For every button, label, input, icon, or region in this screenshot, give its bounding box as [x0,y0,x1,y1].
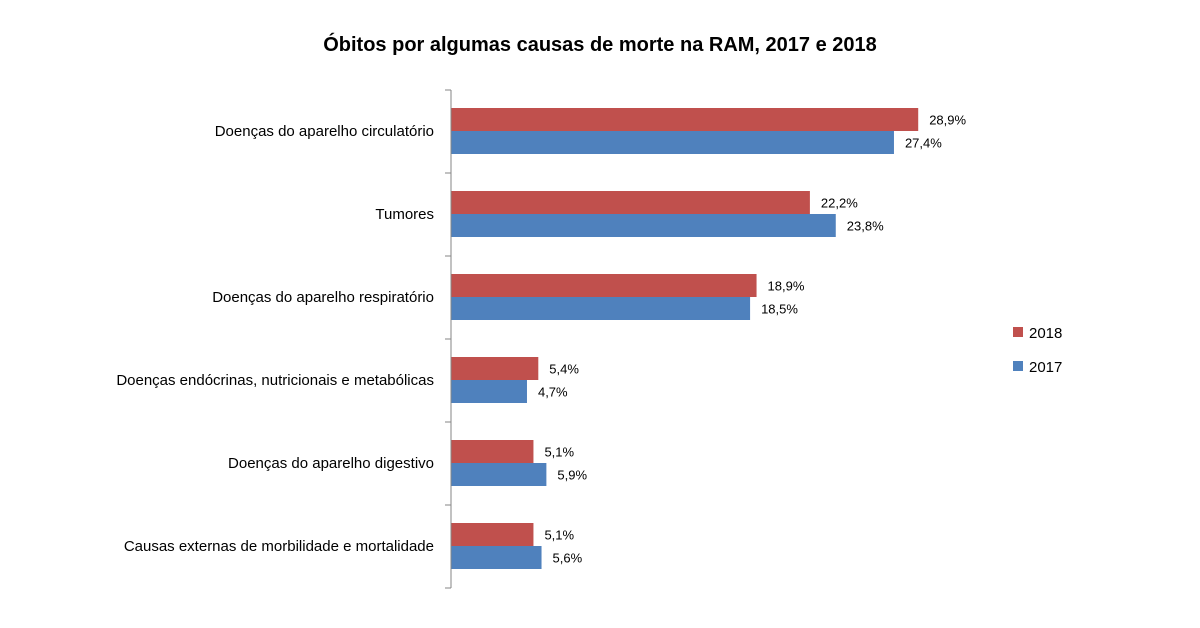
category-label-5: Doenças do aparelho digestivo [228,455,434,472]
legend-swatch-2018 [1013,327,1023,337]
legend-swatch-2017 [1013,361,1023,371]
data-label-2018-2: 22,2% [821,196,858,211]
bar-2018-1 [451,108,919,131]
data-label-2018-3: 18,9% [768,279,805,294]
legend-label-2017: 2017 [1029,359,1062,376]
bar-2017-5 [451,463,547,486]
data-label-2018-1: 28,9% [929,113,966,128]
data-label-2017-3: 18,5% [761,302,798,317]
bar-2017-4 [451,380,527,403]
category-label-3: Doenças do aparelho respiratório [212,289,434,306]
bar-2018-2 [451,191,810,214]
bar-2018-3 [451,274,757,297]
data-label-2017-4: 4,7% [538,385,568,400]
data-label-2017-1: 27,4% [905,136,942,151]
bar-2017-6 [451,546,542,569]
data-label-2017-6: 5,6% [553,551,583,566]
category-label-1: Doenças do aparelho circulatório [215,123,434,140]
data-label-2017-2: 23,8% [847,219,884,234]
bar-2017-3 [451,297,751,320]
data-label-2018-4: 5,4% [549,362,579,377]
bar-2017-1 [451,131,894,154]
data-label-2017-5: 5,9% [557,468,587,483]
bar-2017-2 [451,214,836,237]
bar-2018-5 [451,440,534,463]
legend-label-2018: 2018 [1029,325,1062,342]
bar-2018-6 [451,523,534,546]
category-label-2: Tumores [375,206,434,223]
data-label-2018-6: 5,1% [544,528,574,543]
bar-2018-4 [451,357,539,380]
category-label-6: Causas externas de morbilidade e mortali… [124,538,434,555]
category-label-4: Doenças endócrinas, nutricionais e metab… [116,372,434,389]
chart-title: Óbitos por algumas causas de morte na RA… [323,34,877,56]
data-label-2018-5: 5,1% [544,445,574,460]
